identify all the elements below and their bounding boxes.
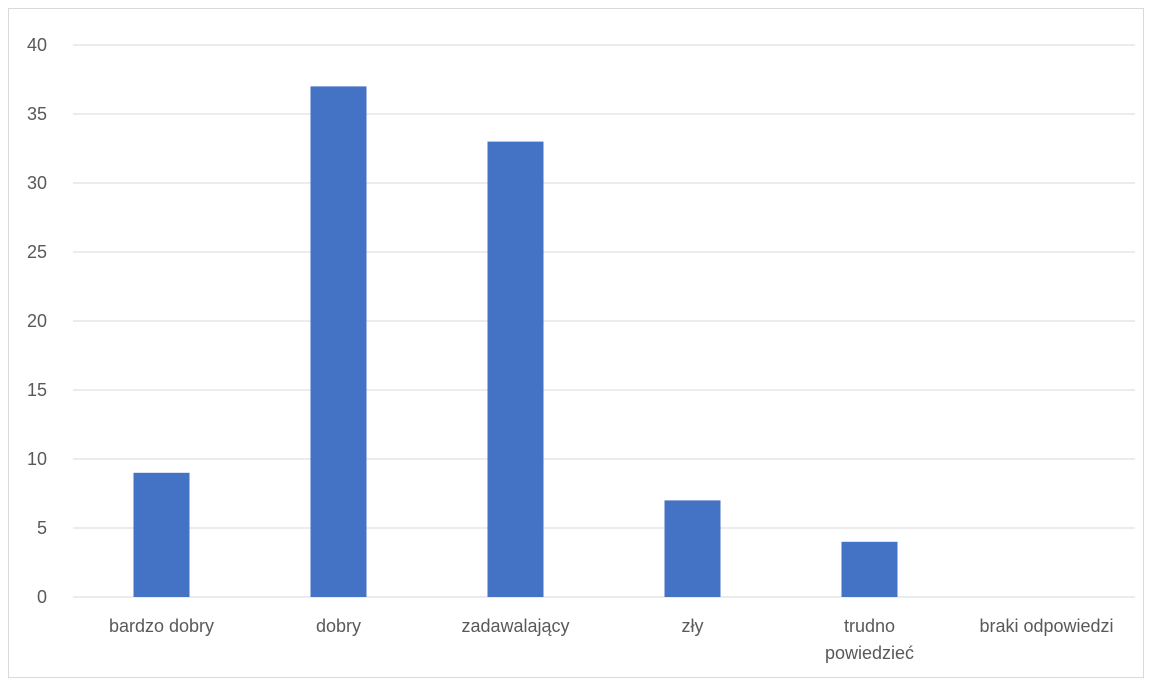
y-axis-tick-labels: 0 5 10 15 20 25 30 35 40 — [27, 35, 47, 607]
y-tick-label: 5 — [37, 518, 47, 538]
y-tick-label: 10 — [27, 449, 47, 469]
x-tick-label-line: trudno — [844, 616, 895, 636]
bar-zadawalający — [487, 141, 544, 597]
x-tick-label: zły — [682, 616, 704, 636]
x-tick-label-line: zadawalający — [461, 616, 569, 636]
y-tick-label: 35 — [27, 104, 47, 124]
y-tick-label: 25 — [27, 242, 47, 262]
bar-zły — [664, 500, 721, 597]
x-tick-label: bardzo dobry — [109, 616, 214, 636]
x-tick-label-line: zły — [682, 616, 704, 636]
bar-bardzo-dobry — [133, 472, 190, 597]
chart-frame: 0 5 10 15 20 25 30 35 40 bardzo dobry dobry zadawa… — [8, 8, 1144, 678]
bar-trudno-powiedzieć — [841, 541, 898, 597]
y-tick-label: 20 — [27, 311, 47, 331]
x-tick-label: dobry — [316, 616, 361, 636]
x-tick-label: trudno powiedzieć — [825, 616, 914, 663]
x-tick-label: zadawalający — [461, 616, 569, 636]
bars — [133, 86, 898, 598]
y-tick-label: 40 — [27, 35, 47, 55]
y-tick-label: 15 — [27, 380, 47, 400]
gridlines — [73, 44, 1135, 598]
x-tick-label-line: powiedzieć — [825, 643, 914, 663]
bar-dobry — [310, 86, 367, 598]
x-axis-tick-labels: bardzo dobry dobry zadawalający zły trudno po… — [109, 616, 1114, 663]
x-tick-label: braki odpowiedzi — [979, 616, 1113, 636]
y-tick-label: 0 — [37, 587, 47, 607]
x-tick-label-line: bardzo dobry — [109, 616, 214, 636]
bar-chart: 0 5 10 15 20 25 30 35 40 bardzo dobry dobry zadawa… — [27, 35, 1135, 663]
y-tick-label: 30 — [27, 173, 47, 193]
x-tick-label-line: dobry — [316, 616, 361, 636]
x-tick-label-line: braki odpowiedzi — [979, 616, 1113, 636]
